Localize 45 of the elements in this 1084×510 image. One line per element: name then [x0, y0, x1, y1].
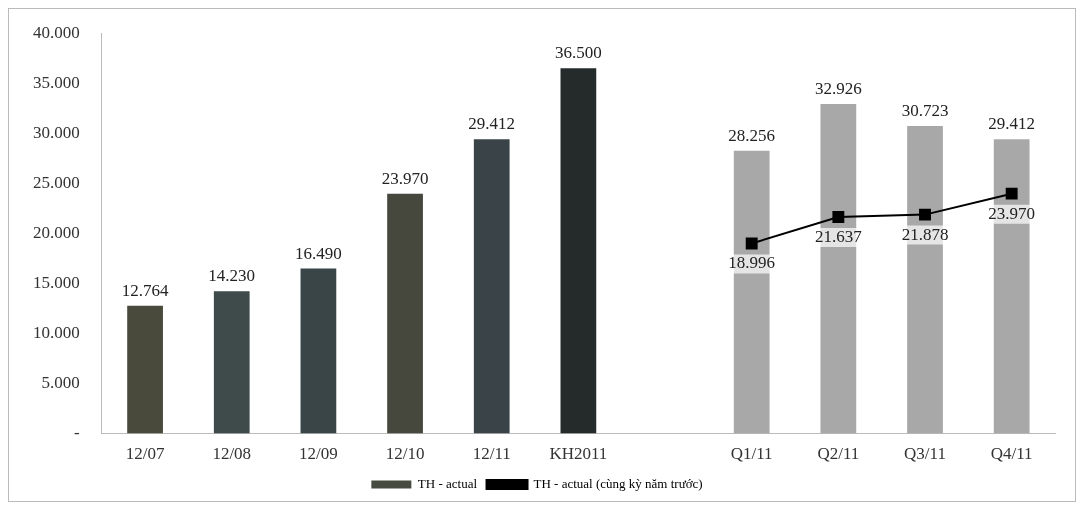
data-label: 36.500: [555, 43, 602, 63]
y-tick-label: 35.000: [33, 72, 80, 92]
x-tick-label: 12/10: [385, 444, 425, 464]
point: [1005, 187, 1018, 200]
data-label: 30.723: [901, 101, 949, 121]
data-label: 14.230: [208, 266, 256, 286]
x-tick-label: Q1/11: [730, 444, 773, 464]
data-label: 18.996: [728, 253, 776, 273]
x-tick-label: 12/09: [299, 444, 338, 464]
data-label: 23.970: [381, 168, 429, 188]
y-tick-label: 10.000: [33, 322, 80, 342]
data-label: 21.878: [901, 224, 949, 244]
y-tick-label: 40.000: [33, 22, 80, 42]
x-tick-label: Q4/11: [990, 444, 1033, 464]
x-tick-label: KH2011: [549, 444, 608, 464]
data-label: 21.637: [814, 226, 863, 246]
y-tick-label: 5.000: [41, 373, 80, 393]
y-tick-label: 20.000: [33, 222, 80, 242]
data-label: 32.926: [814, 78, 862, 98]
bar: [387, 193, 423, 434]
point: [919, 208, 931, 221]
bar: [473, 139, 510, 434]
data-label: 16.490: [295, 243, 342, 263]
point: [832, 211, 845, 223]
bar: [560, 68, 597, 434]
point: [745, 237, 758, 250]
legend-label: TH - actual: [417, 475, 478, 491]
x-tick-label: Q2/11: [817, 444, 860, 464]
y-tick-label: 25.000: [33, 172, 80, 192]
x-tick-label: 12/08: [212, 444, 252, 464]
x-tick-label: Q3/11: [904, 444, 946, 464]
y-tick-label: 15.000: [33, 272, 80, 292]
bar: [300, 268, 337, 434]
x-tick-label: 12/07: [125, 444, 165, 464]
bar: [213, 291, 250, 434]
data-label: 23.970: [988, 203, 1036, 223]
data-label: 29.412: [988, 114, 1036, 134]
data-label: 28.256: [728, 125, 776, 145]
y-tick-label: 30.000: [33, 122, 80, 142]
y-tick-label: -: [74, 423, 81, 443]
data-label: 29.412: [468, 114, 516, 134]
x-tick-label: 12/11: [472, 444, 511, 464]
bar: [127, 305, 163, 434]
legend-label: TH - actual (cùng kỳ năm trước): [533, 475, 703, 491]
data-label: 12.764: [121, 280, 169, 300]
